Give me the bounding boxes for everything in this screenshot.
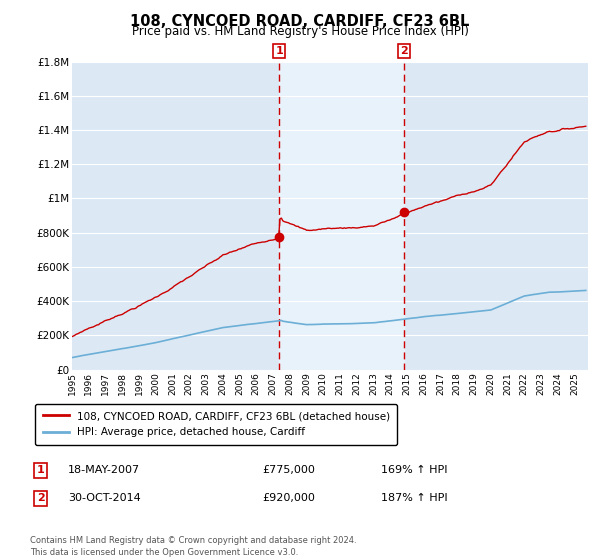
Text: 2: 2: [400, 46, 408, 56]
Bar: [279, 62, 404, 370]
Text: 2: 2: [37, 493, 44, 503]
Text: Contains HM Land Registry data © Crown copyright and database right 2024.
This d: Contains HM Land Registry data © Crown c…: [30, 536, 356, 557]
Text: 18-MAY-2007: 18-MAY-2007: [68, 465, 140, 475]
Text: 108, CYNCOED ROAD, CARDIFF, CF23 6BL: 108, CYNCOED ROAD, CARDIFF, CF23 6BL: [130, 14, 470, 29]
Text: 1: 1: [275, 46, 283, 56]
Text: Price paid vs. HM Land Registry's House Price Index (HPI): Price paid vs. HM Land Registry's House …: [131, 25, 469, 38]
Text: 1: 1: [37, 465, 44, 475]
Text: 30-OCT-2014: 30-OCT-2014: [68, 493, 140, 503]
Text: 187% ↑ HPI: 187% ↑ HPI: [381, 493, 448, 503]
Text: 169% ↑ HPI: 169% ↑ HPI: [381, 465, 448, 475]
Text: £920,000: £920,000: [262, 493, 315, 503]
Legend: 108, CYNCOED ROAD, CARDIFF, CF23 6BL (detached house), HPI: Average price, detac: 108, CYNCOED ROAD, CARDIFF, CF23 6BL (de…: [35, 404, 397, 445]
Text: £775,000: £775,000: [262, 465, 315, 475]
